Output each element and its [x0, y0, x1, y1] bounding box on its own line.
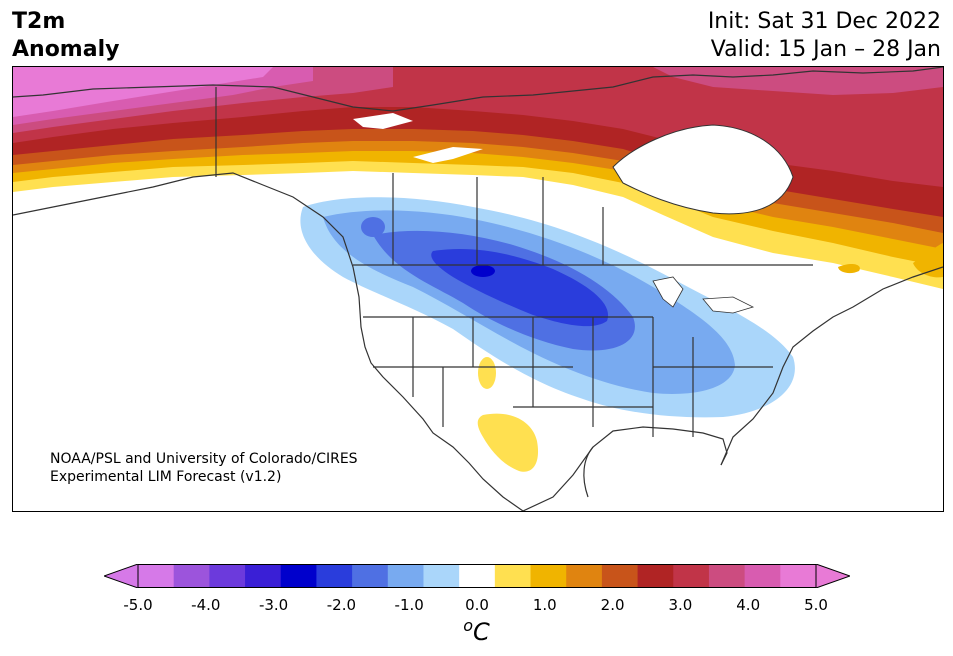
credit-line-1: NOAA/PSL and University of Colorado/CIRE…	[50, 451, 358, 467]
title-line-2: Anomaly	[12, 37, 120, 62]
colorbar-tick-label: 0.0	[465, 596, 489, 614]
colorbar-swatch	[780, 564, 817, 588]
colorbar-ticks: -5.0 -4.0 -3.0 -2.0 -1.0 0.0 1.0 2.0 3.0 4.0 5.0	[0, 596, 953, 616]
colorbar-unit: oC	[0, 616, 953, 646]
init-date: Init: Sat 31 Dec 2022	[707, 9, 941, 34]
anomaly-map: NOAA/PSL and University of Colorado/CIRE…	[12, 66, 944, 512]
colorbar-swatch	[316, 564, 353, 588]
colorbar-swatch	[173, 564, 210, 588]
colorbar-swatch	[601, 564, 639, 588]
data-credit: NOAA/PSL and University of Colorado/CIRE…	[50, 450, 358, 486]
colorbar-swatch	[423, 564, 460, 588]
colorbar	[104, 564, 850, 588]
colorbar-tick-label: -5.0	[123, 596, 153, 614]
colorbar-tick-label: -1.0	[394, 596, 424, 614]
colorbar-tick-label: 4.0	[736, 596, 761, 614]
colorbar-tick-label: -4.0	[191, 596, 221, 614]
unit-label: C	[473, 618, 490, 646]
colorbar-swatch	[138, 564, 175, 588]
map-canvas	[13, 67, 943, 511]
colorbar-swatch	[637, 564, 674, 588]
colorbar-tick-label: 2.0	[600, 596, 625, 614]
colorbar-swatch	[280, 564, 317, 588]
colorbar-tick-label: 3.0	[668, 596, 693, 614]
forecast-dates: Init: Sat 31 Dec 2022 Valid: 15 Jan – 28…	[708, 8, 941, 64]
colorbar-tick-label: 1.0	[532, 596, 557, 614]
southwest-warm-patches	[477, 243, 943, 472]
credit-line-2: Experimental LIM Forecast (v1.2)	[50, 469, 282, 485]
colorbar-swatch	[209, 564, 246, 588]
unit-superscript: o	[463, 616, 474, 635]
map-title: T2m Anomaly	[12, 8, 119, 64]
colorbar-swatch	[459, 564, 496, 588]
colorbar-tick-label: -2.0	[326, 596, 357, 614]
colorbar-swatch	[673, 564, 710, 588]
colorbar-swatch	[387, 564, 424, 588]
colorbar-outline	[137, 564, 817, 588]
colorbar-swatch	[352, 564, 389, 588]
colorbar-swatches	[138, 564, 817, 588]
colorbar-swatch	[566, 564, 603, 588]
colorbar-swatch	[530, 564, 567, 588]
colorbar-swatch	[494, 564, 532, 588]
valid-date: Valid: 15 Jan – 28 Jan	[710, 37, 941, 62]
cold-anomaly-field	[300, 197, 795, 418]
warm-anomaly-field	[13, 67, 943, 289]
colorbar-swatch	[708, 564, 746, 588]
colorbar-swatch	[744, 564, 781, 588]
colorbar-low-extend	[104, 564, 139, 588]
water-bodies	[353, 113, 794, 314]
colorbar-high-extend	[815, 564, 850, 588]
colorbar-tick-label: 5.0	[804, 596, 828, 614]
coastlines-and-borders	[13, 67, 943, 511]
colorbar-swatch	[245, 564, 282, 588]
colorbar-tick-label: -3.0	[258, 596, 289, 614]
title-line-1: T2m	[12, 9, 66, 34]
